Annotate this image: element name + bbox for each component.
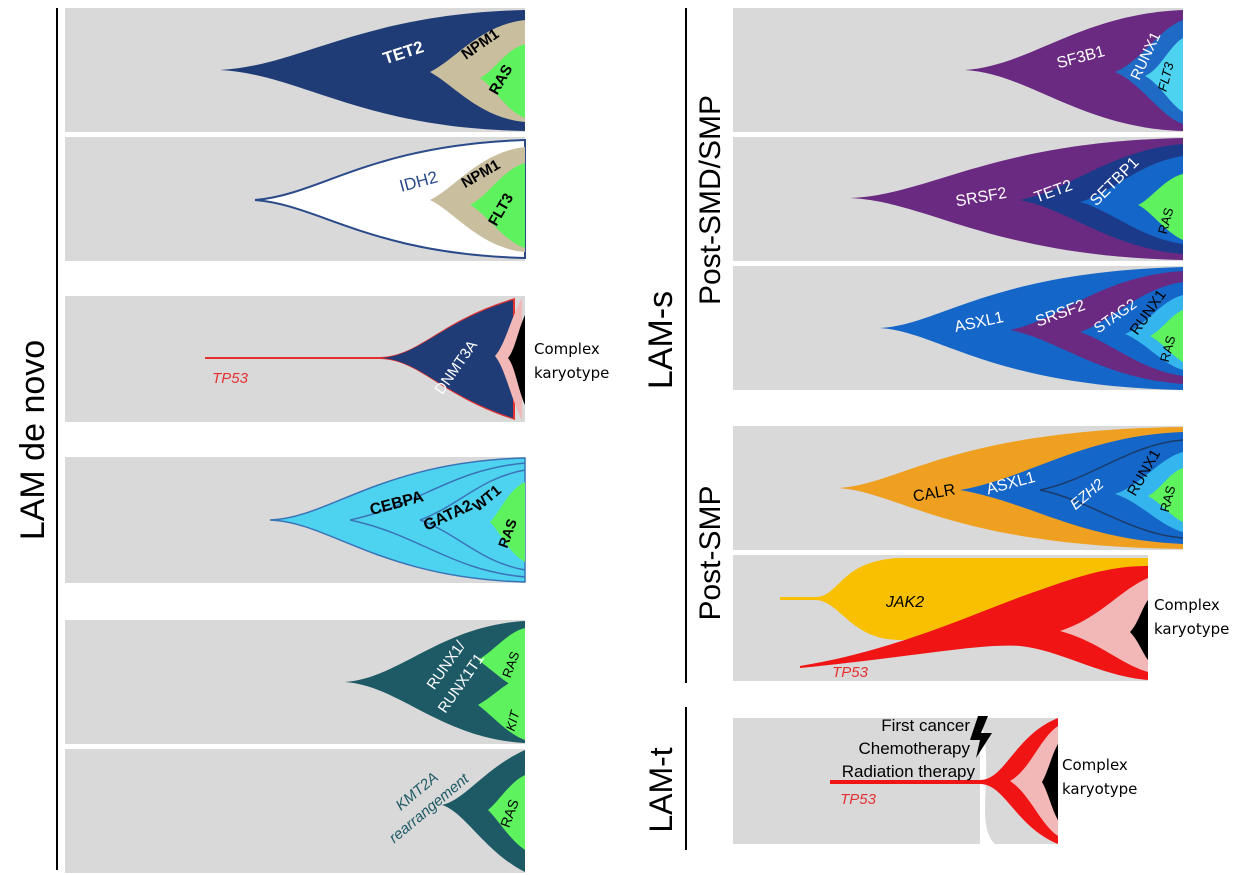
panel-calr: CALR ASXL1 EZH2 RUNX1 RAS: [733, 426, 1184, 550]
dnmt3a-clone: [380, 300, 513, 418]
subclone-pink: [1060, 578, 1148, 672]
ras-label: RAS: [1157, 334, 1178, 364]
tp53-clone: [205, 298, 515, 420]
post-smd-smp-label: Post-SMD/SMP: [694, 95, 727, 305]
lam-de-novo-label: LAM de novo: [14, 340, 52, 540]
ras-clone: [1138, 174, 1183, 240]
lightning-bolt-icon: [970, 716, 992, 758]
runx1-clone: [1115, 20, 1183, 124]
ras-clone: [1148, 468, 1183, 522]
setbp1-clone: [1080, 156, 1183, 244]
panel-background: [65, 749, 525, 873]
ras-label: RAS: [1155, 206, 1176, 236]
tp53-clone: [830, 718, 1058, 844]
tp53-label: TP53: [840, 791, 877, 808]
asxl1-clone: [960, 432, 1183, 544]
runx1-runx1t1-clone: [345, 621, 525, 743]
runx1-clone: [1115, 452, 1183, 532]
tp53-clone: [800, 566, 1148, 680]
karyotype-line1: Complex: [1062, 756, 1128, 774]
ras-clone: [1150, 310, 1183, 362]
flt3-clone: [470, 163, 525, 248]
panel-dnmt3a: DNMT3A TP53 Complex karyotype: [65, 296, 609, 422]
branch-line: [419, 519, 526, 571]
branch-line: [419, 469, 526, 521]
panel-idh2: IDH2 NPM1 FLT3: [65, 137, 526, 261]
first-cancer-label: First cancer: [881, 716, 970, 735]
chemotherapy-label: Chemotherapy: [858, 739, 970, 758]
runx1-clone: [1125, 295, 1183, 370]
kit-clone: [478, 676, 525, 740]
lam-s-label: LAM-s: [642, 291, 680, 389]
ras-clone: [490, 482, 525, 562]
jak2-label: JAK2: [885, 594, 924, 611]
panel-jak2: JAK2 TP53 Complex karyotype: [733, 555, 1229, 681]
panel-asxl1: ASXL1 SRSF2 STAG2 RUNX1 RAS: [733, 266, 1183, 390]
tp53-label: TP53: [832, 664, 869, 681]
karyotype-line1: Complex: [534, 340, 600, 358]
panel-kmt2a: KMT2A rearrangement RAS: [65, 749, 525, 873]
kmt2a-clone: [442, 750, 525, 872]
sf3b1-clone: [965, 10, 1183, 131]
panel-runx1: RUNX1/ RUNX1T1 RAS KIT: [65, 620, 525, 744]
ras-label: RAS: [1157, 484, 1178, 514]
panel-tet2: TET2 NPM1 RAS: [65, 8, 525, 132]
karyotype-line1: Complex: [1154, 596, 1220, 614]
panel-srsf2: SRSF2 TET2 SETBP1 RAS: [733, 137, 1183, 261]
radiation-therapy-label: Radiation therapy: [842, 762, 976, 781]
branch-line: [349, 519, 526, 578]
ras-clone: [480, 44, 525, 118]
complex-karyotype-clone: [508, 315, 525, 405]
panel-cebpa: CEBPA GATA2 WT1 RAS: [65, 457, 526, 583]
flt3-clone: [1145, 38, 1183, 112]
post-smp-label: Post-SMP: [694, 485, 727, 620]
tp53-label: TP53: [212, 370, 249, 387]
karyotype-line2: karyotype: [1062, 780, 1137, 798]
ras-clone: [488, 775, 525, 850]
jak2-clone: [780, 558, 1148, 640]
branch-line: [1039, 439, 1184, 491]
complex-karyotype-clone: [1042, 744, 1058, 820]
branch-line: [1039, 489, 1184, 539]
tet2-clone: [220, 10, 525, 131]
panel-sf3b1: SF3B1 RUNX1 FLT3: [733, 8, 1183, 132]
lam-t-label: LAM-t: [643, 747, 679, 832]
ras-clone: [478, 628, 525, 692]
panel-lamt: First cancer Chemotherapy Radiation ther…: [733, 716, 1137, 844]
subclone-pink: [495, 298, 522, 420]
kit-label: KIT: [503, 708, 523, 732]
subclone-pink: [1010, 726, 1058, 836]
karyotype-line2: karyotype: [534, 364, 609, 382]
karyotype-line2: karyotype: [1154, 620, 1229, 638]
branch-line: [349, 462, 526, 521]
complex-karyotype-clone: [1130, 600, 1148, 660]
